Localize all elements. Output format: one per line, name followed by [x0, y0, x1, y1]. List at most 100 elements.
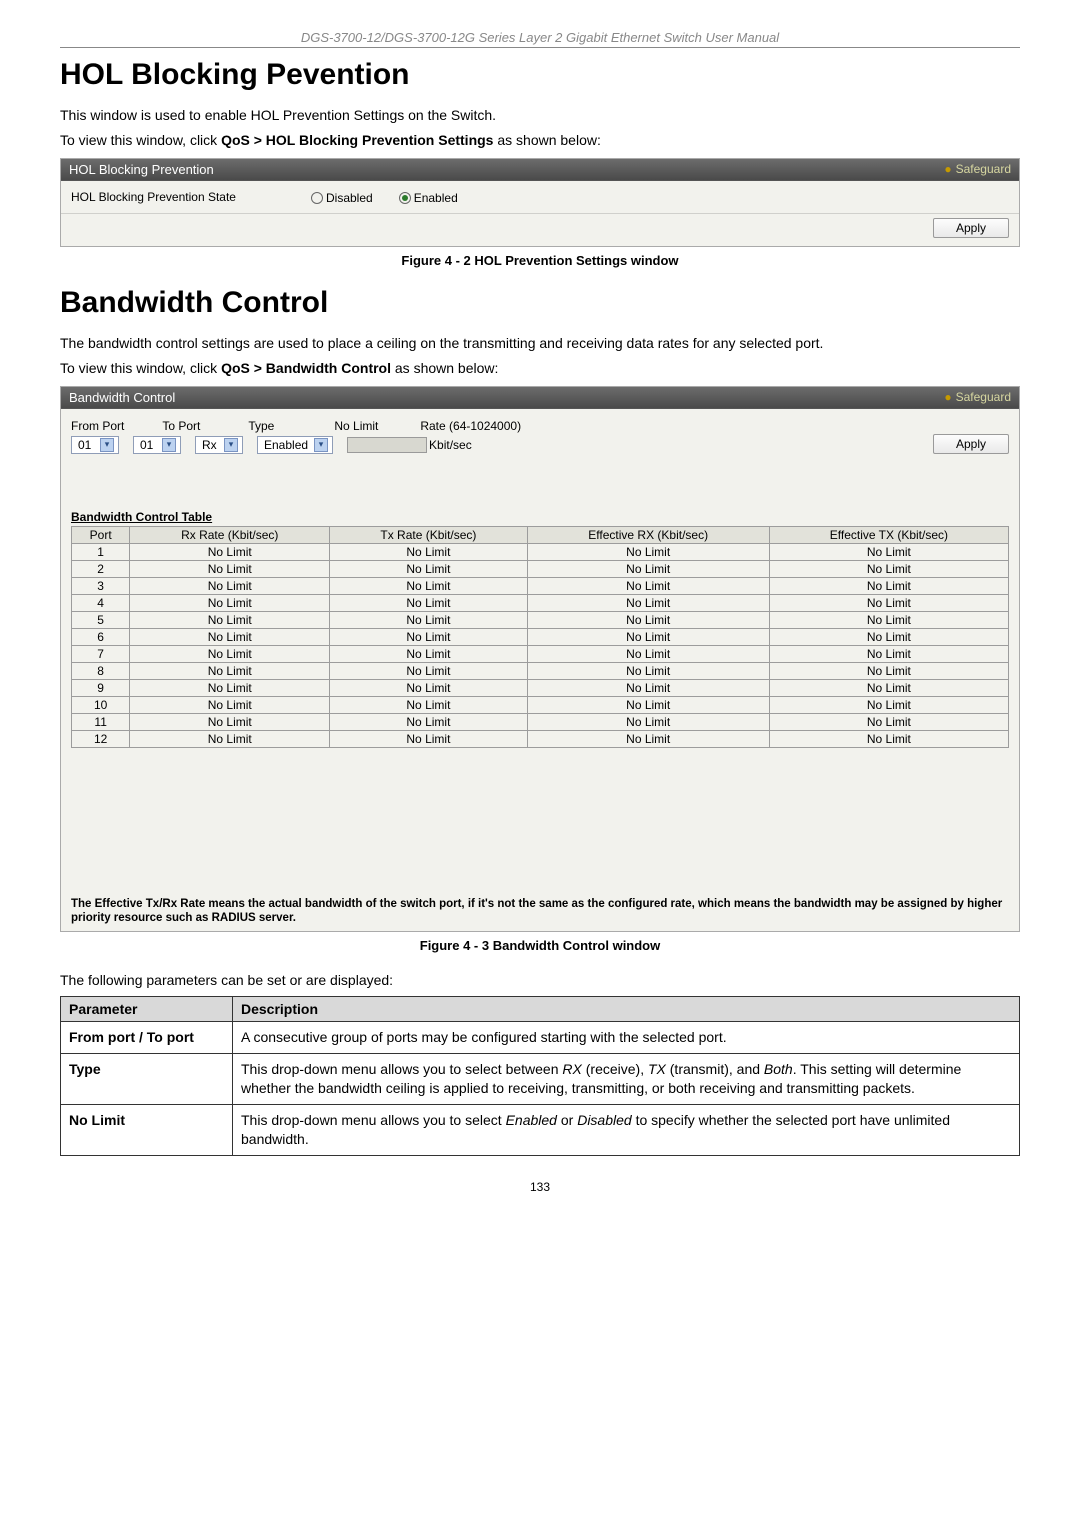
table-cell: 10: [72, 696, 130, 713]
table-cell: No Limit: [330, 730, 527, 747]
table-cell: No Limit: [130, 730, 330, 747]
type-select[interactable]: Rx ▾: [195, 436, 243, 454]
table-cell: No Limit: [769, 696, 1008, 713]
param-header-parameter: Parameter: [61, 997, 233, 1022]
table-cell: 1: [72, 543, 130, 560]
table-cell: 9: [72, 679, 130, 696]
table-cell: No Limit: [330, 577, 527, 594]
from-port-select[interactable]: 01▾: [71, 436, 119, 454]
hol-radio-enabled[interactable]: Enabled: [399, 189, 474, 205]
table-row: 8No LimitNo LimitNo LimitNo Limit: [72, 662, 1009, 679]
table-cell: No Limit: [527, 696, 769, 713]
table-cell: 8: [72, 662, 130, 679]
chevron-down-icon: ▾: [314, 438, 328, 452]
label-rate: Rate (64-1024000): [420, 419, 530, 433]
table-cell: No Limit: [330, 611, 527, 628]
table-cell: No Limit: [130, 560, 330, 577]
table-cell: No Limit: [130, 577, 330, 594]
table-cell: No Limit: [130, 594, 330, 611]
label-from-port: From Port: [71, 419, 124, 433]
table-row: 1No LimitNo LimitNo LimitNo Limit: [72, 543, 1009, 560]
table-cell: No Limit: [130, 611, 330, 628]
label-to-port: To Port: [162, 419, 210, 433]
table-cell: No Limit: [330, 679, 527, 696]
hol-radio-disabled[interactable]: Disabled: [311, 189, 389, 205]
chevron-down-icon: ▾: [162, 438, 176, 452]
bw-nav-sentence: To view this window, click QoS > Bandwid…: [60, 359, 1020, 378]
to-port-select[interactable]: 01 ▾: [133, 436, 181, 454]
table-cell: No Limit: [330, 543, 527, 560]
table-cell: 7: [72, 645, 130, 662]
table-cell: No Limit: [330, 696, 527, 713]
hol-figure-caption: Figure 4 - 2 HOL Prevention Settings win…: [60, 253, 1020, 268]
param-key: Type: [61, 1054, 233, 1105]
table-cell: No Limit: [527, 730, 769, 747]
table-cell: 3: [72, 577, 130, 594]
param-row: From port / To portA consecutive group o…: [61, 1022, 1020, 1054]
table-cell: No Limit: [769, 730, 1008, 747]
bw-nav-prefix: To view this window, click: [60, 360, 221, 376]
table-cell: No Limit: [130, 713, 330, 730]
table-cell: 12: [72, 730, 130, 747]
hol-disabled-label: Disabled: [326, 191, 373, 205]
chevron-down-icon: ▾: [224, 438, 238, 452]
table-cell: No Limit: [130, 679, 330, 696]
table-cell: No Limit: [527, 594, 769, 611]
radio-icon: [311, 192, 323, 204]
hol-nav-bold: QoS > HOL Blocking Prevention Settings: [221, 132, 493, 148]
hol-panel-body: HOL Blocking Prevention State Disabled E…: [61, 181, 1019, 213]
parameter-table: Parameter Description From port / To por…: [60, 996, 1020, 1155]
table-cell: No Limit: [527, 611, 769, 628]
bw-apply-button[interactable]: Apply: [933, 434, 1009, 454]
table-cell: No Limit: [527, 713, 769, 730]
param-key: No Limit: [61, 1105, 233, 1156]
table-row: 2No LimitNo LimitNo LimitNo Limit: [72, 560, 1009, 577]
hol-heading: HOL Blocking Pevention: [60, 58, 1020, 92]
from-port-value: 01: [78, 438, 91, 452]
param-row: No LimitThis drop-down menu allows you t…: [61, 1105, 1020, 1156]
type-value: Rx: [202, 438, 217, 452]
bw-panel: Bandwidth Control Safeguard From Port To…: [60, 386, 1020, 933]
hol-nav-sentence: To view this window, click QoS > HOL Blo…: [60, 131, 1020, 150]
bw-panel-titlebar: Bandwidth Control Safeguard: [61, 387, 1019, 409]
label-type: Type: [248, 419, 296, 433]
table-cell: No Limit: [769, 628, 1008, 645]
bct-column-header: Effective RX (Kbit/sec): [527, 526, 769, 543]
table-cell: No Limit: [527, 628, 769, 645]
no-limit-select[interactable]: Enabled▾: [257, 436, 333, 454]
table-cell: No Limit: [527, 560, 769, 577]
to-port-value: 01: [140, 438, 153, 452]
table-cell: No Limit: [769, 645, 1008, 662]
bw-heading: Bandwidth Control: [60, 286, 1020, 320]
hol-apply-button[interactable]: Apply: [933, 218, 1009, 238]
param-key: From port / To port: [61, 1022, 233, 1054]
table-cell: 2: [72, 560, 130, 577]
param-description: This drop-down menu allows you to select…: [233, 1054, 1020, 1105]
table-row: 7No LimitNo LimitNo LimitNo Limit: [72, 645, 1009, 662]
bw-panel-title: Bandwidth Control: [69, 390, 175, 405]
hol-panel-titlebar: HOL Blocking Prevention Safeguard: [61, 159, 1019, 181]
rate-field[interactable]: [347, 437, 427, 453]
table-cell: No Limit: [330, 662, 527, 679]
params-intro: The following parameters can be set or a…: [60, 971, 1020, 990]
safeguard-badge: Safeguard: [944, 390, 1011, 405]
bw-figure-caption: Figure 4 - 3 Bandwidth Control window: [60, 938, 1020, 953]
safeguard-badge: Safeguard: [944, 162, 1011, 177]
table-cell: No Limit: [130, 543, 330, 560]
table-row: 3No LimitNo LimitNo LimitNo Limit: [72, 577, 1009, 594]
table-cell: No Limit: [769, 577, 1008, 594]
table-cell: 11: [72, 713, 130, 730]
hol-intro: This window is used to enable HOL Preven…: [60, 106, 1020, 125]
bw-labels-row: From Port To Port Type No Limit Rate (64…: [71, 419, 530, 433]
rate-unit: Kbit/sec: [429, 438, 472, 452]
label-no-limit: No Limit: [334, 419, 382, 433]
table-cell: No Limit: [130, 662, 330, 679]
table-row: 10No LimitNo LimitNo LimitNo Limit: [72, 696, 1009, 713]
rate-input[interactable]: Kbit/sec: [347, 437, 472, 453]
hol-state-label: HOL Blocking Prevention State: [71, 190, 301, 204]
bct-column-header: Rx Rate (Kbit/sec): [130, 526, 330, 543]
table-cell: No Limit: [330, 594, 527, 611]
table-cell: No Limit: [527, 679, 769, 696]
table-row: 5No LimitNo LimitNo LimitNo Limit: [72, 611, 1009, 628]
table-cell: No Limit: [130, 696, 330, 713]
